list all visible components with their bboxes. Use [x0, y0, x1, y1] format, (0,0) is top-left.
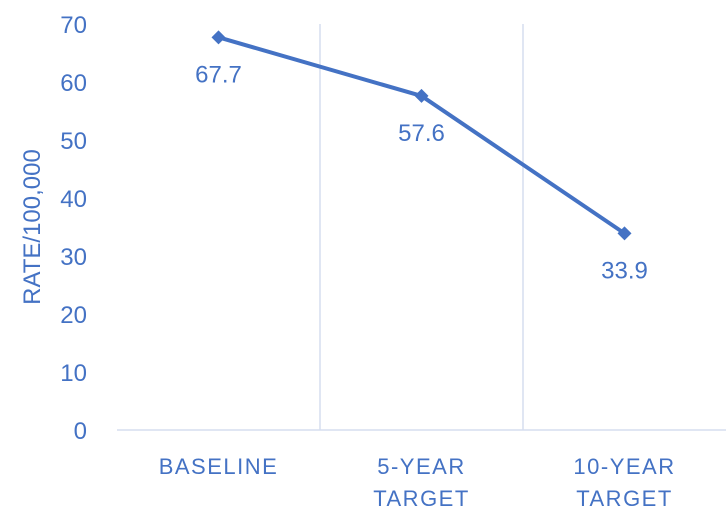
data-point-marker [211, 30, 226, 45]
y-tick-label: 10 [60, 360, 87, 387]
data-label: 67.7 [195, 61, 242, 88]
data-markers [211, 30, 632, 241]
y-tick-label: 30 [60, 244, 87, 271]
gridlines [319, 24, 524, 430]
data-label: 33.9 [601, 257, 648, 284]
y-axis-label: RATE/100,000 [19, 149, 46, 305]
x-tick-label: 5-YEAR [377, 454, 465, 479]
x-tick-label: TARGET [373, 486, 470, 511]
data-point-marker [617, 226, 632, 241]
x-tick-label: BASELINE [159, 454, 279, 479]
y-tick-label: 50 [60, 128, 87, 155]
data-labels: 67.7 57.6 33.9 [195, 61, 648, 284]
y-tick-label: 70 [60, 12, 87, 39]
y-tick-label: 0 [74, 418, 87, 445]
x-axis-ticks: BASELINE 5-YEAR TARGET 10-YEAR TARGET [159, 454, 675, 511]
y-tick-label: 20 [60, 302, 87, 329]
y-tick-label: 60 [60, 70, 87, 97]
y-axis-ticks: 0 10 20 30 40 50 60 70 [60, 12, 87, 445]
data-label: 57.6 [398, 120, 445, 147]
x-tick-label: TARGET [576, 486, 673, 511]
x-tick-label: 10-YEAR [573, 454, 675, 479]
data-point-marker [414, 88, 429, 103]
y-tick-label: 40 [60, 186, 87, 213]
